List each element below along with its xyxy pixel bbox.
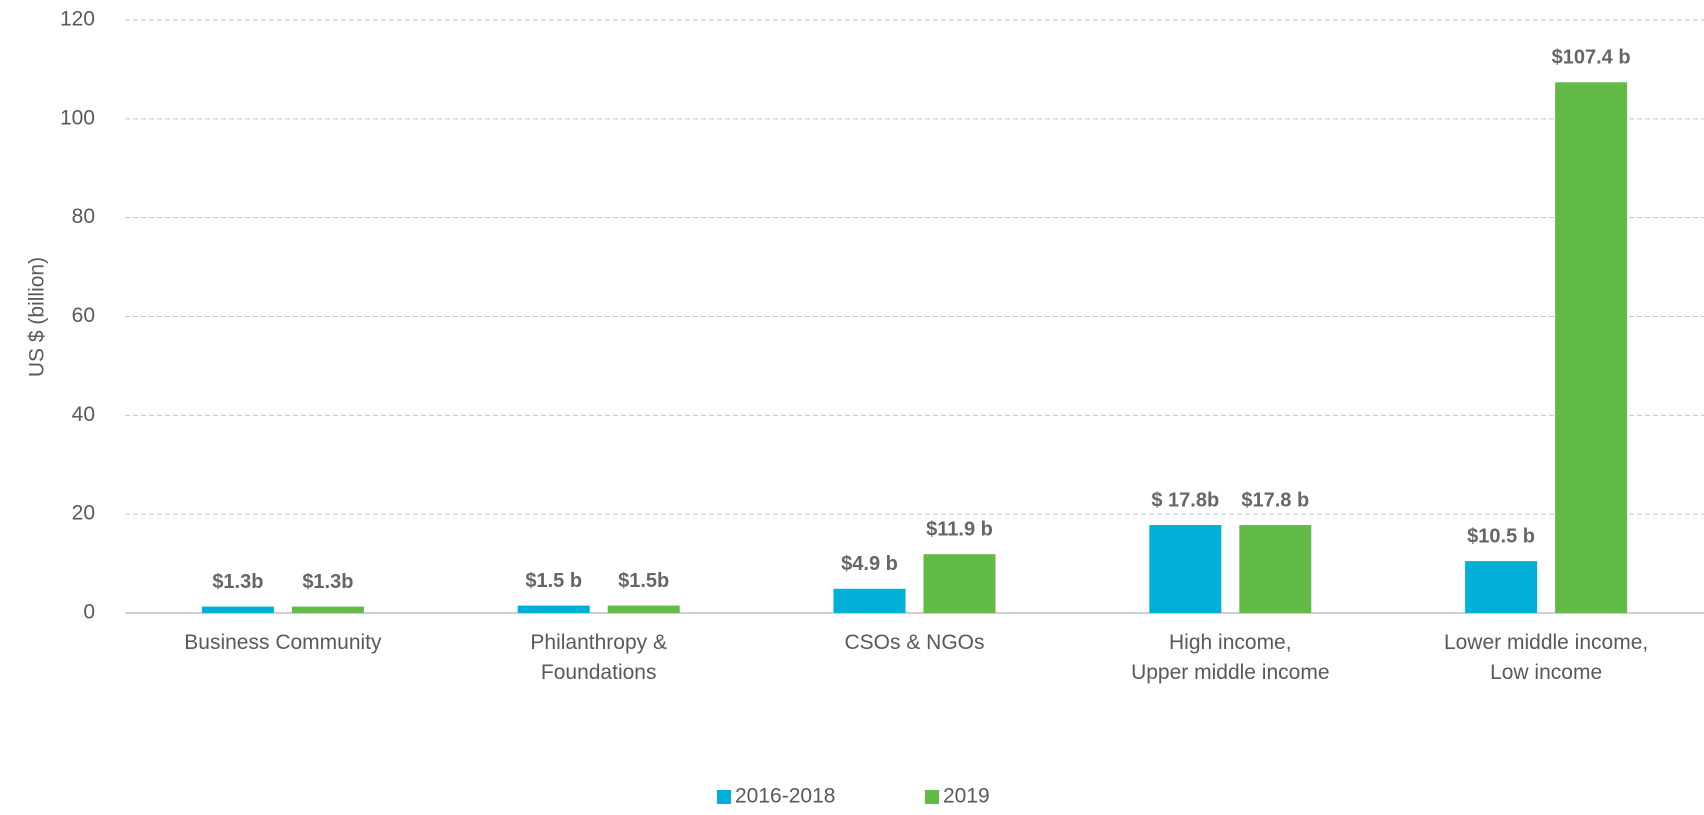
legend-label: 2019 — [943, 785, 990, 808]
y-tick-label: 0 — [83, 601, 95, 624]
x-tick-label: Business Community — [184, 631, 382, 654]
x-tick-label: High income, Upper middle income — [1131, 631, 1329, 684]
y-tick-label: 60 — [72, 304, 95, 327]
y-tick-label: 120 — [60, 8, 95, 31]
bar — [1465, 561, 1538, 613]
legend-label: 2016-2018 — [735, 785, 835, 808]
bar — [1149, 525, 1222, 613]
y-tick-label: 40 — [72, 403, 95, 426]
data-label: $ 17.8b — [1151, 489, 1219, 511]
bar — [517, 605, 590, 613]
y-tick-label: 80 — [72, 205, 95, 228]
data-label: $1.3b — [302, 571, 353, 593]
x-tick-label: Philanthropy & Foundations — [530, 631, 667, 684]
bar — [201, 606, 274, 613]
x-tick-label: CSOs & NGOs — [844, 631, 984, 654]
legend-swatch — [925, 790, 939, 804]
data-label: $4.9 b — [841, 553, 898, 575]
y-axis-label: US $ (billion) — [26, 257, 49, 377]
bar — [833, 588, 906, 613]
data-label: $10.5 b — [1467, 525, 1535, 547]
data-label: $1.5 b — [525, 570, 582, 592]
y-tick-label: 100 — [60, 106, 95, 129]
bar — [1555, 82, 1628, 613]
bar — [1239, 525, 1312, 613]
data-label: $1.3b — [212, 571, 263, 593]
y-tick-label: 20 — [72, 502, 95, 525]
bar — [607, 605, 680, 613]
data-label: $11.9 b — [926, 518, 993, 540]
x-tick-label: Lower middle income, Low income — [1444, 631, 1648, 684]
data-label: $107.4 b — [1552, 47, 1631, 69]
data-label: $17.8 b — [1241, 489, 1309, 511]
bar — [923, 554, 996, 613]
bar — [291, 606, 364, 613]
data-label: $1.5b — [618, 570, 669, 592]
legend-swatch — [717, 790, 731, 804]
